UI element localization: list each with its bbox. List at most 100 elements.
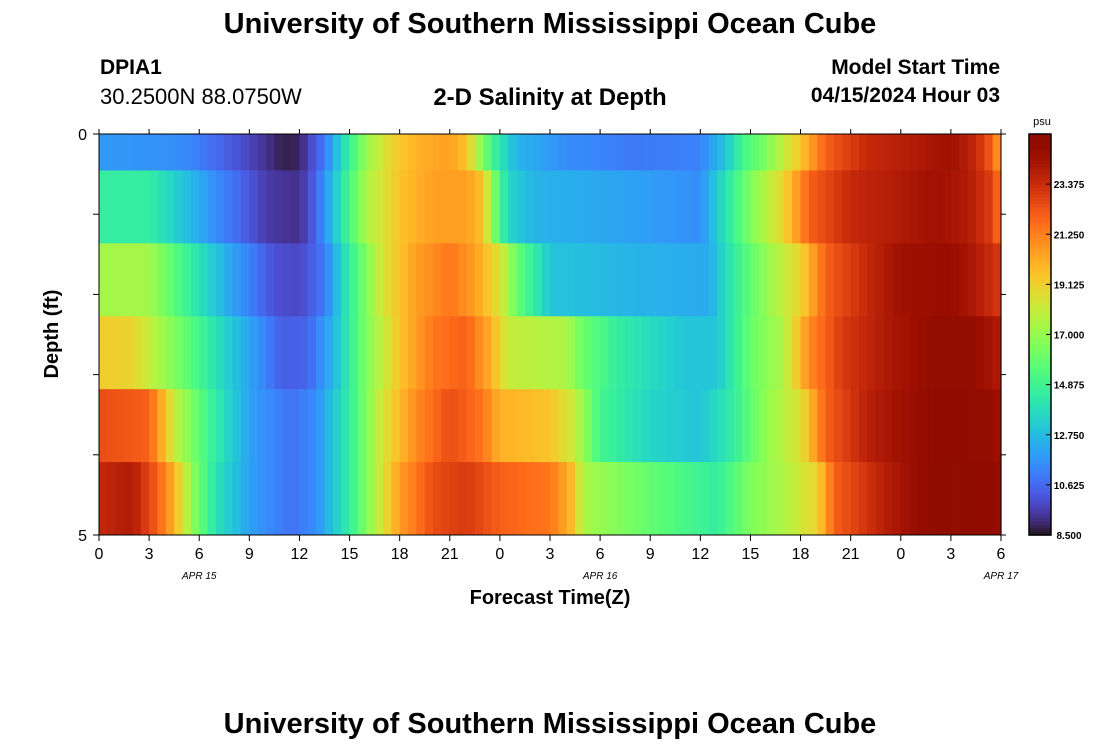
heatmap-cell — [616, 243, 626, 317]
heatmap-cell — [524, 462, 534, 536]
heatmap-cell — [433, 316, 443, 390]
heatmap-cell — [750, 389, 760, 463]
heatmap-cell — [625, 462, 635, 536]
colorbar-swatch — [1029, 301, 1051, 306]
heatmap-cell — [550, 389, 559, 463]
heatmap-cell — [625, 170, 635, 244]
heatmap-cell — [458, 243, 468, 317]
colorbar-swatch — [1029, 150, 1051, 155]
heatmap-cell — [817, 134, 827, 171]
heatmap-cell — [483, 389, 493, 463]
heatmap-cell — [583, 389, 593, 463]
colorbar-swatch — [1029, 371, 1051, 376]
heatmap-cell — [491, 170, 501, 244]
heatmap-cell — [499, 316, 509, 390]
heatmap-cell — [842, 316, 852, 390]
heatmap-cell — [708, 389, 718, 463]
heatmap-cell — [850, 389, 860, 463]
heatmap-cell — [99, 389, 108, 463]
heatmap-cell — [725, 316, 735, 390]
heatmap-cell — [600, 316, 610, 390]
colorbar-swatch — [1029, 521, 1051, 526]
heatmap-cell — [424, 243, 434, 317]
heatmap-cell — [282, 134, 292, 171]
heatmap-cell — [925, 243, 935, 317]
heatmap-cell — [508, 134, 518, 171]
heatmap-cell — [533, 170, 543, 244]
heatmap-cell — [466, 243, 476, 317]
heatmap-cell — [291, 462, 301, 536]
heatmap-cell — [324, 316, 334, 390]
heatmap-cell — [783, 389, 793, 463]
heatmap-cell — [625, 134, 635, 171]
heatmap-cell — [700, 462, 710, 536]
heatmap-cell — [942, 462, 952, 536]
heatmap-cell — [859, 316, 868, 390]
heatmap-cell — [357, 389, 367, 463]
colorbar-swatch — [1029, 501, 1051, 506]
x-tick-label: 15 — [341, 546, 359, 563]
heatmap-cell — [808, 316, 818, 390]
heatmap-cell — [316, 316, 326, 390]
heatmap-cell — [641, 462, 651, 536]
heatmap-cell — [416, 170, 426, 244]
heatmap-cell — [182, 134, 192, 171]
heatmap-cell — [99, 134, 108, 171]
heatmap-cell — [758, 243, 768, 317]
heatmap-cell — [583, 243, 593, 317]
heatmap-cell — [575, 134, 585, 171]
colorbar-swatch — [1029, 514, 1051, 519]
heatmap-cell — [658, 316, 668, 390]
heatmap-cell — [149, 134, 159, 171]
heatmap-cell — [332, 170, 342, 244]
heatmap-cell — [449, 243, 459, 317]
heatmap-cell — [825, 316, 835, 390]
heatmap-cell — [182, 316, 192, 390]
heatmap-cell — [541, 243, 551, 317]
heatmap-cell — [725, 389, 735, 463]
heatmap-cell — [483, 243, 493, 317]
colorbar-tick-label: 10.625 — [1054, 481, 1085, 492]
heatmap-cell — [157, 462, 167, 536]
heatmap-cell — [215, 134, 225, 171]
heatmap-cell — [625, 243, 635, 317]
heatmap-cell — [424, 170, 434, 244]
heatmap-cell — [232, 389, 242, 463]
heatmap-cell — [625, 389, 635, 463]
heatmap-cell — [600, 170, 610, 244]
heatmap-cell — [107, 316, 117, 390]
heatmap-cell — [884, 389, 894, 463]
heatmap-cell — [608, 462, 618, 536]
heatmap-cell — [382, 389, 392, 463]
heatmap-cell — [575, 243, 585, 317]
x-tick-label: 12 — [691, 546, 709, 563]
heatmap-cell — [149, 316, 159, 390]
colorbar-swatch — [1029, 367, 1051, 372]
heatmap-cell — [792, 316, 802, 390]
heatmap-cell — [666, 462, 676, 536]
colorbar-swatch — [1029, 244, 1051, 249]
colorbar-swatch — [1029, 274, 1051, 279]
heatmap-cell — [566, 462, 576, 536]
heatmap-cell — [541, 389, 551, 463]
colorbar-swatch — [1029, 364, 1051, 369]
heatmap-cell — [524, 316, 534, 390]
heatmap-cell — [424, 134, 434, 171]
heatmap-cell — [967, 462, 977, 536]
station-coordinates: 30.2500N 88.0750W — [100, 84, 302, 109]
heatmap-cell — [591, 462, 601, 536]
heatmap-cell — [700, 243, 710, 317]
colorbar-tick-label: 8.500 — [1056, 531, 1081, 542]
colorbar-swatch — [1029, 157, 1051, 162]
colorbar-swatch — [1029, 297, 1051, 302]
colorbar-swatch — [1029, 307, 1051, 312]
heatmap-cell — [466, 134, 476, 171]
heatmap-cell — [215, 462, 225, 536]
heatmap-cell — [516, 170, 526, 244]
heatmap-cell — [992, 389, 1002, 463]
heatmap-cell — [650, 316, 660, 390]
heatmap-cell — [207, 170, 217, 244]
heatmap-cell — [575, 389, 585, 463]
colorbar-tick-label: 21.250 — [1054, 230, 1085, 241]
